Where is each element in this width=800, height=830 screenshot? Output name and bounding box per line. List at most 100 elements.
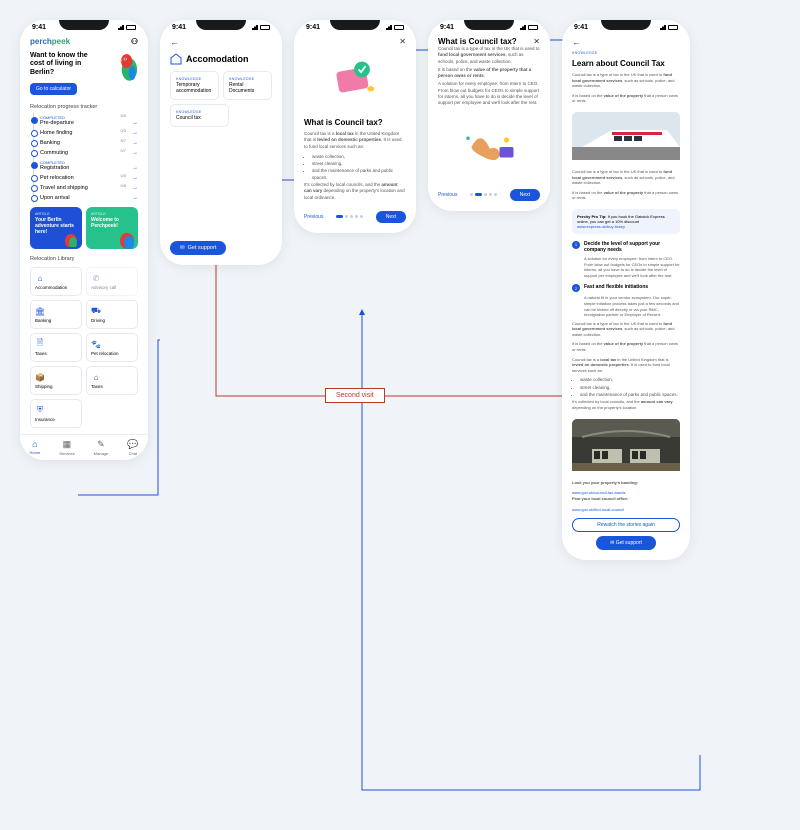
- tip-link[interactable]: www.express.uk/buy-tickey: [577, 224, 625, 229]
- bullet-item: waste collection,: [580, 377, 680, 383]
- bullet-item: and the maintenance of parks and public …: [580, 392, 680, 398]
- tab-home[interactable]: ⌂Home: [30, 439, 41, 456]
- close-button[interactable]: ✕: [399, 37, 406, 46]
- step-title: Decide the level of support your company…: [584, 241, 680, 253]
- tracker-item[interactable]: COMPLETEDRegistration→: [33, 158, 138, 173]
- previous-button[interactable]: Previous: [304, 214, 323, 220]
- library-label: Driving: [91, 318, 105, 323]
- tab-label: Home: [30, 450, 41, 455]
- page-title: Accomodation: [160, 51, 282, 71]
- next-button[interactable]: Next: [510, 189, 540, 201]
- back-button[interactable]: ←: [170, 37, 179, 47]
- tracker-item[interactable]: 0/5Pet relocation→: [33, 173, 138, 183]
- rewatch-button[interactable]: Rewatch the stories again: [572, 518, 680, 532]
- home-icon: ⌂: [35, 273, 45, 283]
- knowledge-card-council-tax[interactable]: KNOWLEDGECouncil tax: [170, 104, 229, 127]
- previous-button[interactable]: Previous: [438, 192, 457, 198]
- brand-header: perchpeek ⚇: [20, 33, 148, 48]
- status-time: 9:41: [306, 24, 320, 31]
- knowledge-card[interactable]: KNOWLEDGETemporary accommodation: [170, 71, 219, 100]
- library-item-taxes[interactable]: 🗎Taxes: [30, 333, 82, 362]
- brand-p2: peek: [52, 37, 70, 46]
- library-item-advisory-call[interactable]: ✆Advisory call: [86, 267, 138, 296]
- parrot-icon: [114, 48, 142, 84]
- tab-icon: ⌂: [32, 439, 37, 449]
- library-item-shipping[interactable]: 📦 Shipping: [30, 366, 82, 395]
- library-item-accommodation[interactable]: ⌂ Accommodation: [30, 267, 82, 296]
- step-number: 2: [572, 284, 580, 292]
- bullet-item: waste collection,: [312, 154, 406, 160]
- home2-icon: ⌂: [91, 372, 101, 382]
- tab-manage[interactable]: ✎Manage: [94, 439, 108, 456]
- bullet-item: and the maintenance of parks and public …: [312, 168, 406, 181]
- bullet-item: street cleaning,: [312, 161, 406, 167]
- tab-icon: ▦: [63, 439, 72, 450]
- library-label: Relocation Library: [20, 253, 148, 265]
- screen-home: 9:41 perchpeek ⚇ Want to know the cost o…: [20, 20, 148, 460]
- status-time: 9:41: [574, 24, 588, 31]
- bullet-item: street cleaning,: [580, 385, 680, 391]
- story-body: It is based on the value of the property…: [428, 67, 550, 82]
- article-body: Council tax is a type of tax in the UK t…: [562, 72, 690, 93]
- article-body: It's collected by local councils, and th…: [562, 399, 690, 414]
- tracker-item[interactable]: 0/3Home finding→: [33, 128, 138, 138]
- promo-card-2[interactable]: ARTICLE Welcome to Perchpeek!: [86, 207, 138, 249]
- parrot-small-icon: [62, 229, 80, 247]
- pro-tip: Perchy Pro Tip: If you book the Gatwick …: [572, 209, 680, 234]
- car-icon: ⛟: [91, 306, 101, 316]
- hero-title: Want to know the cost of living in Berli…: [30, 52, 100, 77]
- tracker-item[interactable]: Upon arrival→: [33, 193, 138, 203]
- library-label: Banking: [35, 318, 51, 323]
- card-title: Council tax: [176, 115, 223, 121]
- parrot-small-icon: [116, 227, 138, 249]
- hero-cta-button[interactable]: Go to calculator: [30, 83, 77, 95]
- link-label: Find your local council office:: [562, 496, 690, 506]
- story-title: What is Council tax?: [294, 114, 416, 131]
- promo-card-1[interactable]: ARTICLE Your Berlin adventure starts her…: [30, 207, 82, 249]
- library-label: Shipping: [35, 384, 53, 389]
- banding-link[interactable]: www.gov.uk/council-tax-bands: [562, 489, 690, 496]
- knowledge-card[interactable]: KNOWLEDGERental Documents: [223, 71, 272, 100]
- pager-dots: [470, 193, 497, 196]
- story-body: Council tax is a local tax in the United…: [294, 131, 416, 154]
- tab-icon: ✎: [97, 439, 105, 450]
- bank-icon: 🏛: [35, 306, 45, 316]
- article-body: It is based on the value of the property…: [562, 190, 690, 205]
- library-item-pet-relocation[interactable]: 🐾Pet relocation: [86, 333, 138, 362]
- link-label: Look you your property's banding:: [562, 480, 690, 490]
- article-body: Council tax is a type of tax in the UK t…: [562, 321, 690, 342]
- close-button[interactable]: ✕: [533, 37, 540, 46]
- get-support-button[interactable]: ✉ Get support: [596, 536, 656, 550]
- library-item-banking[interactable]: 🏛 Banking: [30, 300, 82, 329]
- back-button[interactable]: ←: [572, 37, 581, 47]
- council-link[interactable]: www.gov.uk/find-local-council: [562, 506, 690, 513]
- next-button[interactable]: Next: [376, 211, 406, 223]
- get-support-button[interactable]: ✉ Get support: [170, 241, 226, 255]
- step-desc: A natural fit in your vendor ecosystem. …: [562, 295, 690, 320]
- tracker-item[interactable]: 0/8Travel and shipping→: [33, 183, 138, 193]
- tracker-item[interactable]: 5/7Banking→: [33, 138, 138, 148]
- box-icon: 📦: [35, 372, 45, 382]
- promo-tag: ARTICLE: [91, 212, 133, 216]
- library-label: Advisory call: [91, 285, 116, 290]
- pager-dots: [336, 215, 363, 218]
- story-body: Council tax is a type of tax in the UK t…: [428, 46, 550, 67]
- story-illustration: [294, 46, 416, 114]
- tab-chat[interactable]: 💬Chat: [127, 439, 138, 456]
- status-time: 9:41: [440, 24, 454, 31]
- tab-services[interactable]: ▦Services: [59, 439, 74, 456]
- story-body: A solution for every employee; from Inte…: [428, 81, 550, 110]
- hero: Want to know the cost of living in Berli…: [20, 48, 148, 101]
- library-label: Accommodation: [35, 285, 67, 290]
- tracker-item[interactable]: 0/7Commuting→: [33, 148, 138, 158]
- doc-icon: 🗎: [35, 339, 45, 349]
- screen-story-1: 9:41 ✕ What is Council tax? Council tax …: [294, 20, 416, 233]
- user-icon[interactable]: ⚇: [131, 37, 138, 46]
- library-item-insurance[interactable]: ⛨Insurance: [30, 399, 82, 428]
- promo-tag: ARTICLE: [35, 212, 77, 216]
- library-item-taxes[interactable]: ⌂ Taxes: [86, 366, 138, 395]
- library-label: Taxes: [91, 384, 103, 389]
- card-tag: KNOWLEDGE: [176, 110, 223, 114]
- tracker-item[interactable]: 5/5COMPLETEDPre-departure→: [33, 113, 138, 128]
- library-item-driving[interactable]: ⛟ Driving: [86, 300, 138, 329]
